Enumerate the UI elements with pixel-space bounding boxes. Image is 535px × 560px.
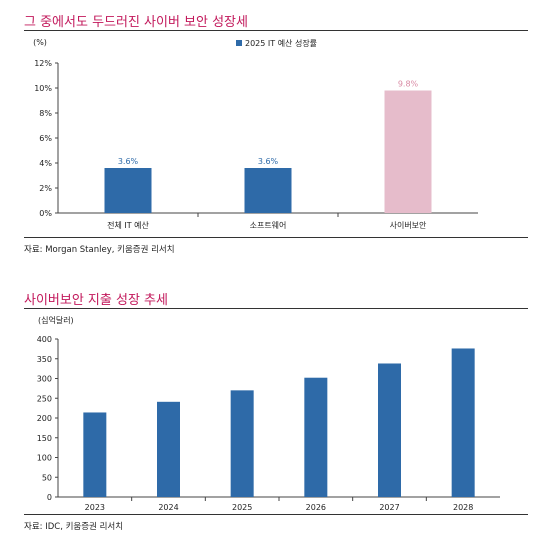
chart1-legend-swatch [236, 40, 242, 46]
chart2-x-tick-label: 2025 [232, 503, 252, 512]
chart2-svg: (십억달러) 0 50 100 150 200 250 300 350 400 2023 2024 20… [37, 315, 500, 512]
chart1-legend-label: 2025 IT 예산 성장률 [245, 38, 317, 48]
chart2-y-tick-label: 400 [37, 335, 52, 344]
chart2-x-tick-label: 2023 [85, 503, 105, 512]
chart2-bar [83, 412, 107, 497]
chart1-bar [244, 168, 292, 213]
chart1-y-tick-label: 10% [34, 84, 52, 93]
chart2-y-tick-label: 200 [37, 414, 52, 423]
chart2-bar [304, 377, 328, 497]
chart1-section-title: 그 중에서도 두드러진 사이버 보안 성장세 [24, 15, 248, 30]
chart1-x-tick-label: 전체 IT 예산 [107, 220, 149, 230]
chart2-y-tick-label: 0 [47, 493, 52, 502]
chart1-y-tick-label: 0% [39, 209, 52, 218]
chart1-bar [104, 168, 152, 213]
chart1-data-label: 3.6% [118, 157, 139, 166]
chart1-y-tick-label: 2% [39, 184, 52, 193]
chart1-bottom-rule [24, 237, 528, 238]
chart2-y-tick-label: 150 [37, 434, 52, 443]
chart2-x-tick-label: 2026 [306, 503, 326, 512]
chart2-x-tick-label: 2024 [158, 503, 178, 512]
chart1-x-tick-label: 소프트웨어 [250, 220, 287, 230]
chart2-y-tick-label: 350 [37, 355, 52, 364]
chart2-bottom-rule [24, 514, 528, 515]
chart2-bar [230, 390, 254, 497]
chart1-y-tick-label: 12% [34, 59, 52, 68]
chart2-bar [451, 348, 475, 497]
chart1-source: 자료: Morgan Stanley, 키움증권 리서치 [24, 245, 175, 255]
chart2-bar [157, 401, 180, 497]
chart1-y-tick-label: 6% [39, 134, 52, 143]
chart2-y-tick-label: 50 [42, 473, 52, 482]
chart1-data-label: 9.8% [398, 80, 419, 89]
chart1-y-tick-label: 8% [39, 109, 52, 118]
chart1-x-tick-label: 사이버보안 [390, 220, 427, 230]
chart2-x-tick-label: 2027 [379, 503, 399, 512]
chart1-y-tick-label: 4% [39, 159, 52, 168]
chart2-x-tick-label: 2028 [453, 503, 473, 512]
chart2-section-title: 사이버보안 지출 성장 추세 [24, 293, 168, 308]
chart2-title-rule [24, 308, 528, 309]
chart2-y-tick-label: 250 [37, 394, 52, 403]
chart1-bar [384, 90, 432, 213]
chart1-title-rule [24, 30, 528, 31]
chart2-y-tick-label: 300 [37, 375, 52, 384]
chart2-bar [378, 363, 401, 497]
chart2-y-tick-label: 100 [37, 454, 52, 463]
chart2-source: 자료: IDC, 키움증권 리서치 [24, 522, 124, 532]
chart1-svg: (%) 2025 IT 예산 성장률 0% 2% 4% 6% 8% 10% 12% 3.6% 전체 … [33, 38, 478, 230]
chart2-unit-label: (십억달러) [38, 315, 74, 325]
chart1-data-label: 3.6% [258, 157, 279, 166]
chart1-unit-label: (%) [33, 38, 47, 47]
